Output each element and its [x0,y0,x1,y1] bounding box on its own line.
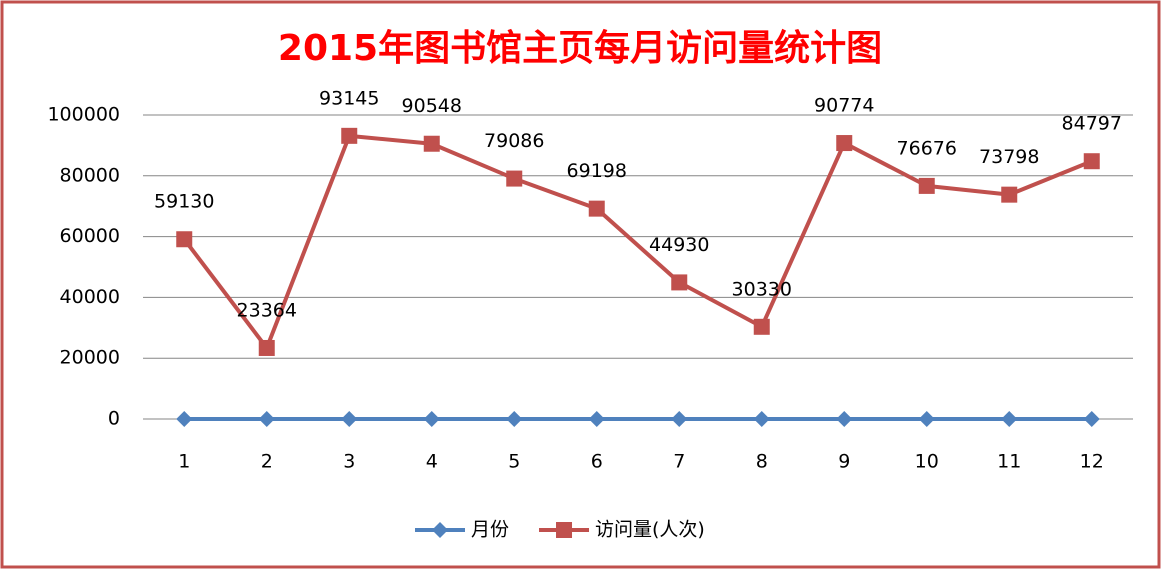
data-label: 69198 [567,160,627,182]
x-tick-label: 10 [915,451,939,473]
data-point [506,410,523,427]
data-point [1083,153,1100,170]
data-label: 23364 [237,299,297,321]
y-tick-label: 20000 [60,347,120,369]
x-tick-label: 11 [997,451,1021,473]
y-tick-label: 100000 [47,104,120,126]
data-point [671,410,688,427]
data-point [918,177,935,194]
data-label: 44930 [649,234,709,256]
x-tick-label: 2 [261,451,273,473]
data-point [341,410,358,427]
x-tick-label: 12 [1080,451,1104,473]
data-point [1001,186,1018,203]
data-point [258,339,275,356]
data-point [258,410,275,427]
data-point [176,410,193,427]
data-point [176,231,193,248]
y-tick-label: 60000 [60,225,120,247]
data-label: 76676 [897,137,957,159]
x-tick-label: 4 [426,451,438,473]
x-tick-label: 3 [343,451,355,473]
legend-marker [432,522,448,538]
data-point [836,410,853,427]
data-label: 59130 [154,191,214,213]
x-tick-label: 9 [838,451,850,473]
x-tick-label: 6 [591,451,603,473]
data-point [753,318,770,335]
data-point [423,135,440,152]
data-label: 93145 [319,87,379,109]
legend-marker [556,522,573,538]
data-point [588,200,605,217]
data-point [1083,410,1100,427]
data-point [671,274,688,291]
x-tick-label: 5 [508,451,520,473]
data-label: 90548 [402,95,462,117]
data-label: 90774 [814,95,874,117]
data-label: 79086 [484,130,544,152]
data-point [341,127,358,144]
data-label: 84797 [1062,113,1122,135]
data-point [588,410,605,427]
data-point [753,410,770,427]
y-tick-label: 80000 [60,164,120,186]
legend-label: 访问量(人次) [595,519,705,541]
chart-title: 2015年图书馆主页每月访问量统计图 [278,28,882,69]
data-label: 73798 [979,146,1039,168]
data-point [1001,410,1018,427]
series-line [182,133,1093,350]
data-point [506,170,523,187]
x-tick-label: 7 [673,451,685,473]
y-tick-label: 40000 [60,286,120,308]
data-label: 30330 [732,278,792,300]
x-tick-label: 8 [756,451,768,473]
legend-label: 月份 [471,519,509,541]
data-point [836,135,853,152]
y-tick-label: 0 [108,408,120,430]
data-point [918,410,935,427]
data-point [423,410,440,427]
x-tick-label: 1 [178,451,190,473]
